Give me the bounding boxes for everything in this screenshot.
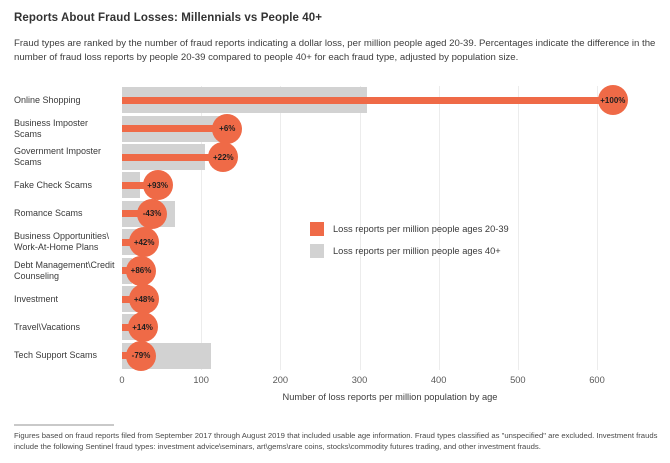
legend-label: Loss reports per million people ages 20-… <box>333 223 509 234</box>
bar-ages-20-39 <box>122 181 158 189</box>
bar-ages-20-39 <box>122 153 224 161</box>
x-tick-label: 600 <box>589 375 605 385</box>
percent-difference-badge: +14% <box>127 312 158 343</box>
gridline <box>280 86 282 370</box>
bar-ages-20-39 <box>122 96 613 104</box>
gridline <box>438 86 440 370</box>
legend-item: Loss reports per million people ages 20-… <box>310 221 509 236</box>
x-tick-label: 100 <box>193 375 209 385</box>
bar-ages-20-39 <box>122 125 228 133</box>
percent-difference-badge: -43% <box>137 198 168 229</box>
x-tick-label: 300 <box>351 375 368 385</box>
chart-legend: Loss reports per million people ages 20-… <box>310 221 509 265</box>
category-label: Government Imposter Scams <box>14 146 102 167</box>
category-label: Fake Check Scams <box>14 179 93 190</box>
percent-difference-badge: +86% <box>126 255 156 286</box>
legend-label: Loss reports per million people ages 40+ <box>333 245 501 256</box>
category-axis: Online Shopping Business Imposter Scams Go… <box>14 86 117 370</box>
category-label: Romance Scams <box>14 208 83 219</box>
category-label: Debt Management\Credit Counseling <box>14 259 115 281</box>
bar-ages-20-39 <box>122 210 153 218</box>
x-axis-title: Number of loss reports per million popul… <box>282 392 498 402</box>
gridline <box>597 86 598 370</box>
percent-difference-badge: +93% <box>142 170 173 201</box>
percent-difference-badge: +22% <box>208 142 239 172</box>
percent-difference-badge: +42% <box>129 227 160 258</box>
chart-subtitle: Fraud types are ranked by the number of … <box>14 38 656 63</box>
legend-item: Loss reports per million people ages 40+ <box>310 243 509 258</box>
category-label: Business Opportunities\Work-At-Home Plan… <box>14 231 110 253</box>
x-tick-label: 500 <box>510 375 526 385</box>
gridline <box>201 86 203 370</box>
page-title: Reports About Fraud Losses: Millennials … <box>14 12 323 24</box>
percent-difference-badge: +48% <box>129 284 160 314</box>
category-label: Tech Support Scams <box>14 350 98 361</box>
gridline <box>517 86 519 370</box>
gridline <box>359 86 361 370</box>
footnote-divider <box>14 424 114 426</box>
x-tick-label: 0 <box>119 375 125 385</box>
bar-chart: Online Shopping Business Imposter Scams Go… <box>0 85 670 416</box>
percent-difference-badge: -79% <box>126 340 156 371</box>
legend-swatch <box>310 243 324 258</box>
percent-difference-badge: +6% <box>212 113 243 144</box>
category-label: Business Imposter Scams <box>14 117 89 139</box>
x-tick-label: 200 <box>272 375 289 385</box>
category-label: Online Shopping <box>14 94 81 105</box>
legend-swatch <box>310 221 324 236</box>
category-label: Travel\Vacations <box>14 321 81 332</box>
x-tick-label: 400 <box>430 375 447 385</box>
percent-difference-badge: +100% <box>597 85 628 116</box>
plot-area: Number of loss reports per million popul… <box>119 85 658 402</box>
footnote-text: Figures based on fraud reports filed fro… <box>14 431 658 451</box>
category-label: Investment <box>14 293 59 304</box>
